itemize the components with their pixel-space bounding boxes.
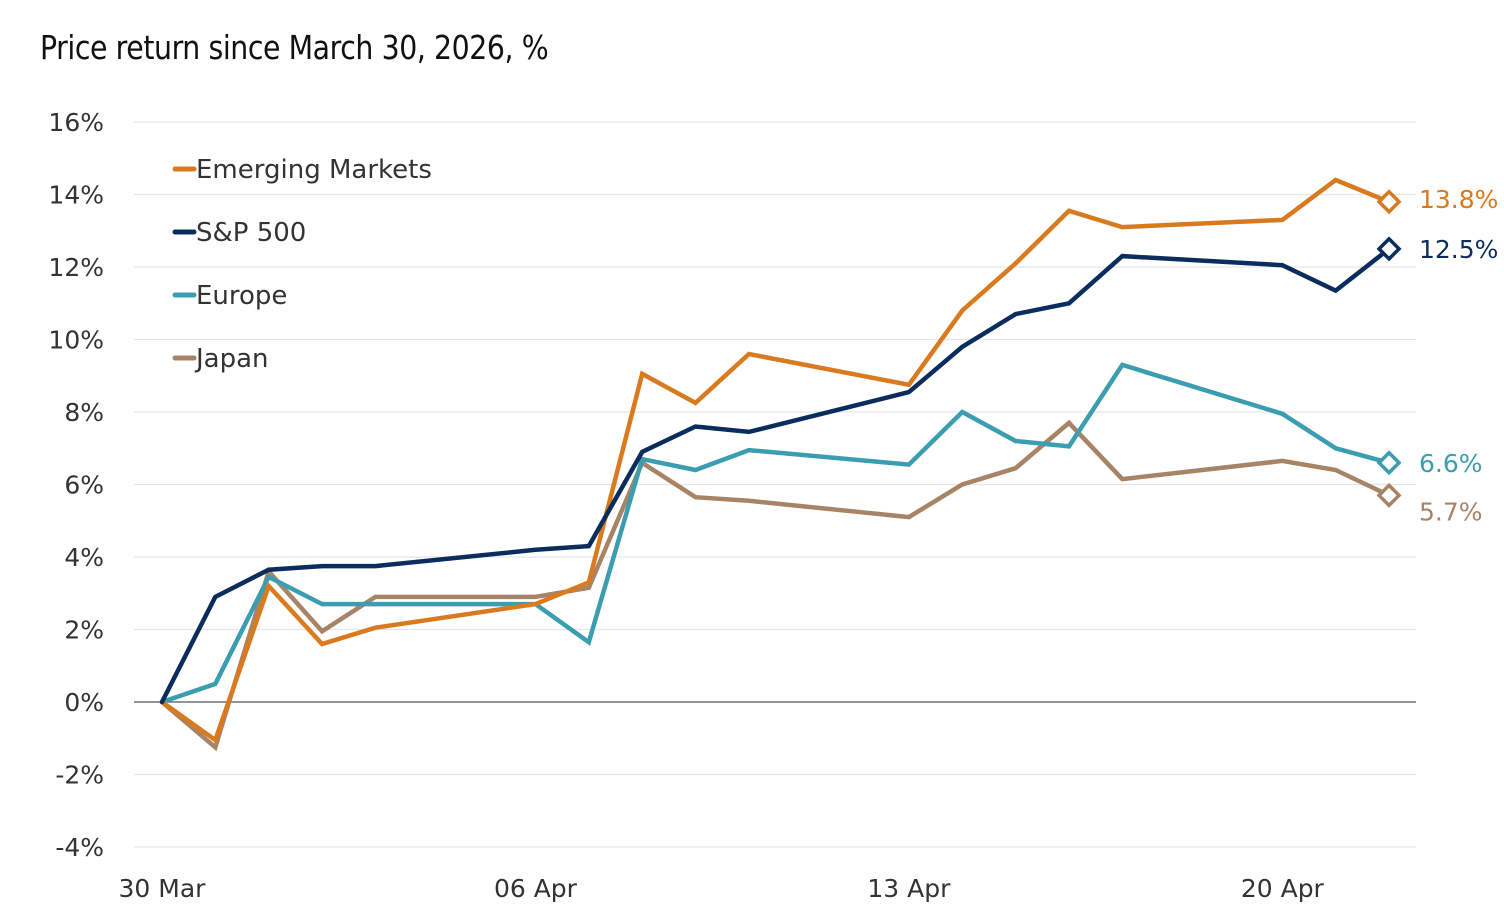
series-line-emerging-markets (159, 177, 1392, 744)
x-tick-label: 13 Apr (867, 874, 951, 903)
end-value-label: 13.8% (1419, 185, 1498, 214)
end-marker-diamond-icon (1376, 482, 1402, 508)
x-tick-label: 30 Mar (119, 874, 207, 903)
y-tick-label: 10% (48, 326, 104, 355)
gridlines (134, 121, 1416, 848)
x-tick-label: 20 Apr (1241, 874, 1325, 903)
legend-label: Emerging Markets (196, 155, 432, 185)
y-tick-label: 8% (64, 398, 104, 427)
legend-label: Japan (194, 344, 269, 374)
series-line-s-p-500 (159, 246, 1392, 705)
end-value-label: 5.7% (1419, 497, 1483, 526)
chart-title: Price return since March 30, 2026, % (40, 28, 549, 67)
end-value-label: 6.6% (1419, 449, 1483, 478)
end-marker-diamond-icon (1376, 450, 1402, 476)
end-marker-diamond-icon (1376, 236, 1402, 262)
x-axis: 30 Mar 06 Apr 13 Apr 20 Apr (119, 874, 1325, 903)
series-line-europe (159, 362, 1392, 705)
y-tick-label: 4% (64, 543, 104, 572)
y-tick-label: -4% (55, 833, 104, 862)
end-value-label: 12.5% (1419, 235, 1498, 264)
y-tick-label: 0% (64, 688, 104, 717)
y-axis: -4% -2% 0% 2% 4% 6% 8% 10% 12% 14% 16% (48, 108, 104, 862)
y-tick-label: 12% (48, 253, 104, 282)
end-markers: 13.8% 12.5% 6.6% 5.7% (1376, 185, 1498, 526)
legend-label: Europe (196, 281, 287, 311)
end-marker-diamond-icon (1376, 189, 1402, 215)
legend-label: S&P 500 (196, 218, 306, 248)
x-tick-label: 06 Apr (494, 874, 578, 903)
series-lines (159, 177, 1392, 752)
y-tick-label: 6% (64, 471, 104, 500)
y-tick-label: 16% (48, 108, 104, 137)
y-tick-label: 14% (48, 181, 104, 210)
y-tick-label: 2% (64, 616, 104, 645)
y-tick-label: -2% (55, 761, 104, 790)
series-line-japan (159, 419, 1392, 752)
legend: Emerging Markets S&P 500 Europe Japan (172, 155, 432, 374)
